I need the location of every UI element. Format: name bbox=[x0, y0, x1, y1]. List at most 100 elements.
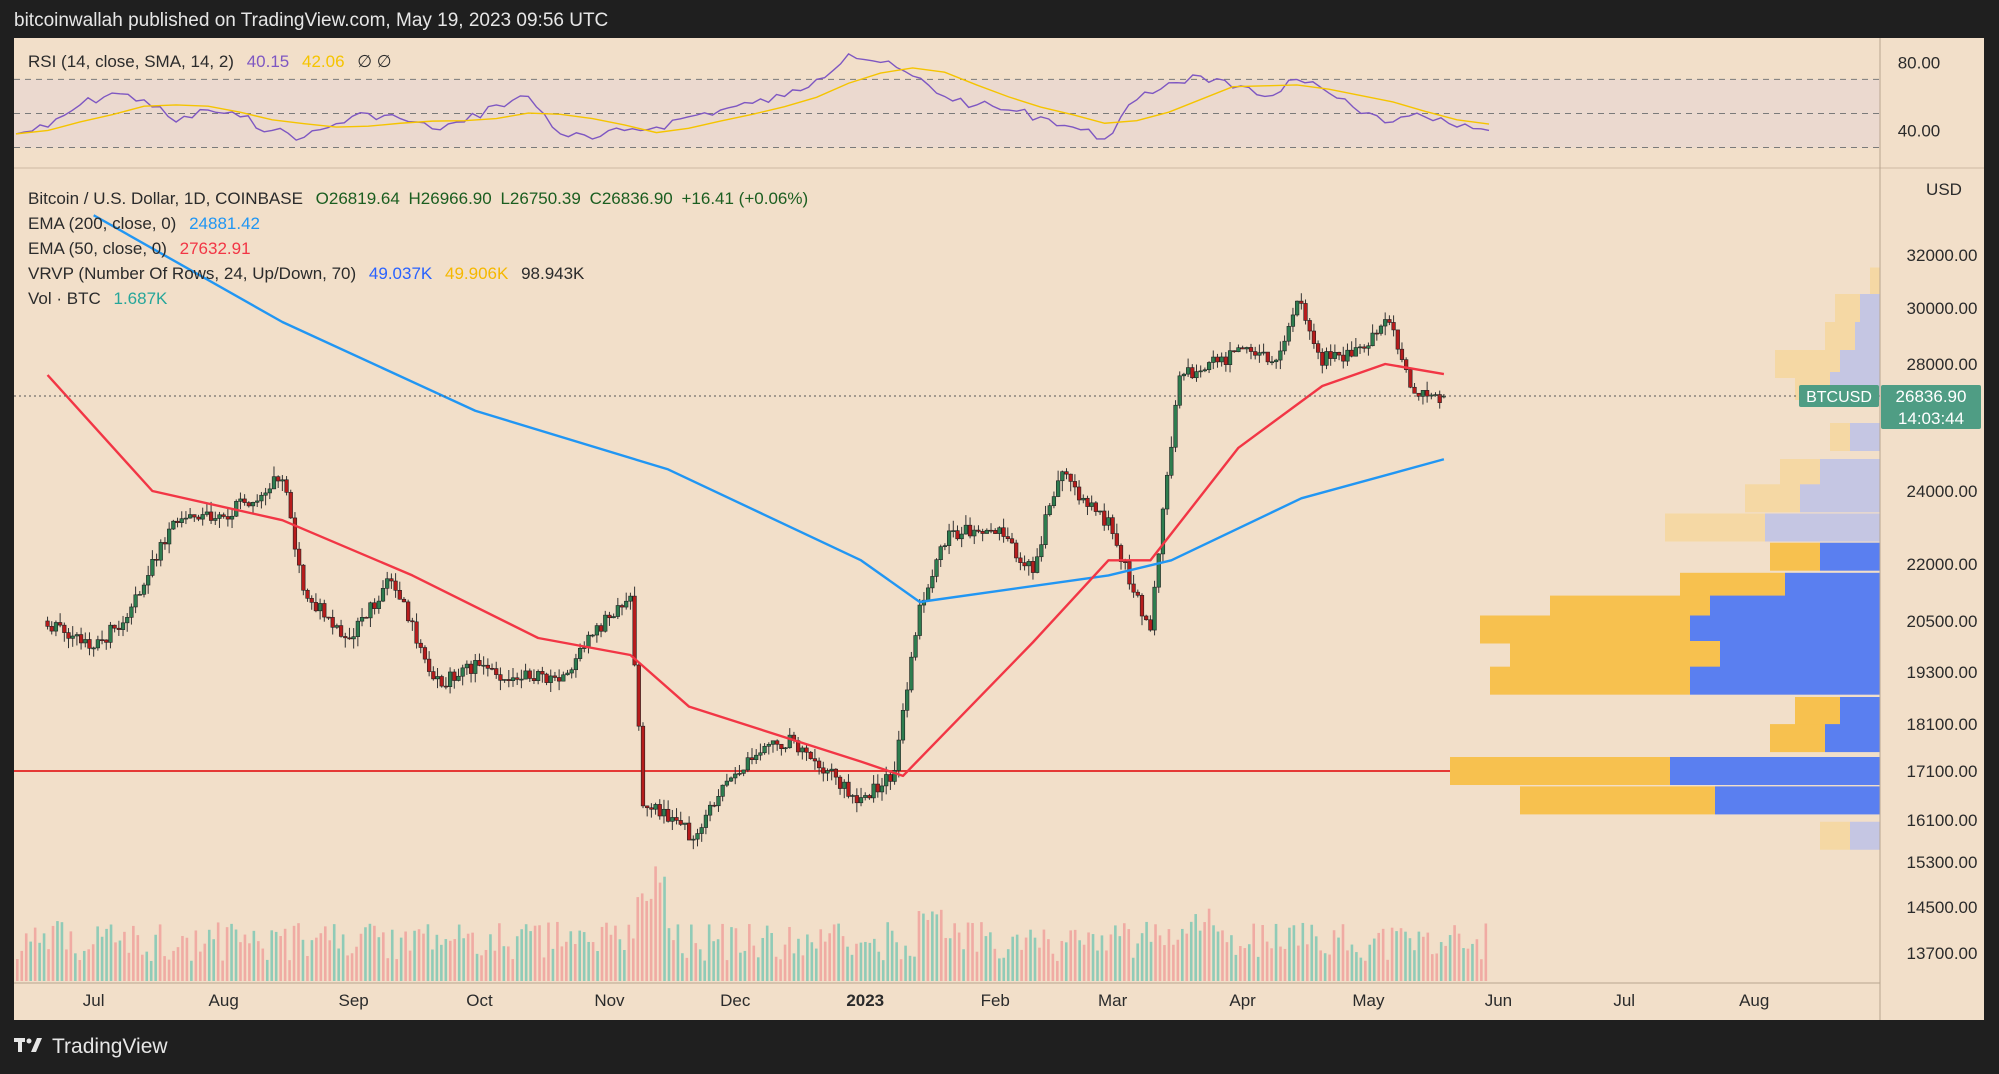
candle-body bbox=[62, 624, 67, 633]
volume-bar bbox=[1131, 957, 1135, 981]
volume-bar bbox=[1355, 952, 1358, 981]
candle-body bbox=[58, 622, 63, 626]
candle-body bbox=[963, 524, 968, 535]
candle-body bbox=[452, 671, 457, 681]
candle-body bbox=[733, 773, 738, 779]
vrvp-up-bar bbox=[1780, 459, 1820, 487]
volume-bar bbox=[944, 937, 948, 981]
volume-bar bbox=[1194, 914, 1197, 981]
volume-bar bbox=[167, 959, 171, 981]
candle-body bbox=[707, 804, 713, 816]
volume-bar bbox=[261, 948, 265, 981]
candle-body bbox=[645, 805, 650, 809]
candle-body bbox=[1420, 390, 1426, 397]
candle-body bbox=[70, 635, 75, 639]
volume-bar bbox=[1430, 954, 1434, 981]
volume-bar bbox=[980, 922, 983, 981]
price-tick-label: 16100.00 bbox=[1907, 811, 1978, 830]
volume-bar bbox=[792, 953, 796, 981]
candle-body bbox=[661, 808, 667, 817]
candle-body bbox=[678, 820, 683, 825]
candle-body bbox=[942, 545, 948, 547]
candle-body bbox=[108, 624, 113, 643]
volume-bar bbox=[154, 934, 157, 981]
ema200-label: EMA (200, close, 0) bbox=[28, 214, 177, 233]
candle-body bbox=[338, 625, 344, 637]
volume-bar bbox=[29, 941, 32, 981]
candle-body bbox=[1399, 348, 1405, 360]
candle-body bbox=[1127, 561, 1132, 585]
price-tick-label: 30000.00 bbox=[1907, 299, 1978, 318]
candle-body bbox=[292, 517, 298, 550]
candle-body bbox=[104, 639, 109, 643]
volume-bar bbox=[82, 950, 86, 981]
candle-body bbox=[167, 528, 172, 545]
candle-body bbox=[770, 740, 776, 745]
candle-body bbox=[829, 768, 834, 771]
candle-body bbox=[120, 622, 126, 630]
volume-bar bbox=[431, 949, 434, 981]
volume-bar bbox=[56, 921, 59, 981]
volume-bar bbox=[1265, 941, 1269, 981]
volume-bar bbox=[993, 948, 997, 981]
volume-bar bbox=[810, 942, 814, 981]
volume-bar bbox=[33, 927, 37, 981]
time-tick-label: 2023 bbox=[846, 991, 884, 1010]
volume-bar bbox=[618, 939, 622, 981]
candle-body bbox=[1114, 533, 1119, 546]
vrvp-down-bar bbox=[1820, 542, 1880, 571]
volume-bar bbox=[1426, 932, 1430, 981]
tradingview-logo-icon bbox=[14, 1036, 44, 1059]
candle-body bbox=[1035, 556, 1040, 573]
volume-bar bbox=[957, 932, 961, 981]
volume-bar bbox=[614, 925, 617, 981]
candle-body bbox=[875, 783, 880, 793]
volume-bar bbox=[498, 923, 501, 981]
candle-body bbox=[271, 476, 277, 490]
candle-body bbox=[175, 520, 180, 523]
brand-name[interactable]: TradingView bbox=[52, 1035, 168, 1058]
candle-body bbox=[1039, 544, 1044, 558]
candle-body bbox=[632, 595, 637, 666]
candle-body bbox=[1374, 332, 1379, 335]
volume-bar bbox=[966, 922, 970, 981]
candle-body bbox=[879, 785, 885, 793]
candle-body bbox=[200, 514, 205, 520]
candle-body bbox=[699, 827, 704, 834]
volume-bar bbox=[444, 939, 448, 981]
candle-body bbox=[171, 520, 176, 530]
symbol-legend: Bitcoin / U.S. Dollar, 1D, COINBASE O268… bbox=[28, 189, 816, 209]
volume-bar bbox=[1114, 925, 1117, 981]
volume-bar bbox=[493, 950, 497, 981]
volume-bar bbox=[1319, 950, 1322, 981]
candle-body bbox=[343, 636, 348, 639]
volume-bar bbox=[1140, 933, 1144, 981]
candle-body bbox=[1056, 480, 1061, 497]
volume-bar bbox=[600, 926, 604, 981]
candle-body bbox=[380, 588, 386, 602]
volume-bar bbox=[676, 924, 680, 981]
candle-body bbox=[313, 602, 319, 612]
candle-body bbox=[129, 606, 134, 618]
volume-bar bbox=[698, 949, 702, 981]
volume-bar bbox=[1390, 927, 1394, 981]
candle-body bbox=[1236, 347, 1241, 353]
chart-canvas[interactable]: 80.0040.00USD32000.0030000.0028000.00260… bbox=[14, 38, 1984, 1020]
candle-body bbox=[1085, 497, 1090, 507]
volume-bar bbox=[390, 929, 394, 981]
candle-body bbox=[179, 518, 184, 523]
volume-bar bbox=[1247, 944, 1251, 981]
candle-body bbox=[653, 804, 658, 810]
rsi-sma-line bbox=[15, 67, 1490, 135]
candle-body bbox=[762, 745, 767, 754]
volume-bar bbox=[87, 949, 91, 981]
candle-body bbox=[716, 796, 721, 807]
candle-body bbox=[322, 603, 327, 618]
volume-bar bbox=[1466, 948, 1470, 981]
vrvp-down: 49.906K bbox=[444, 264, 509, 283]
candle-body bbox=[569, 669, 574, 674]
volume-bar bbox=[20, 950, 24, 981]
volume-bar bbox=[1087, 932, 1090, 981]
candle-body bbox=[263, 492, 268, 496]
candle-body bbox=[1148, 619, 1153, 631]
